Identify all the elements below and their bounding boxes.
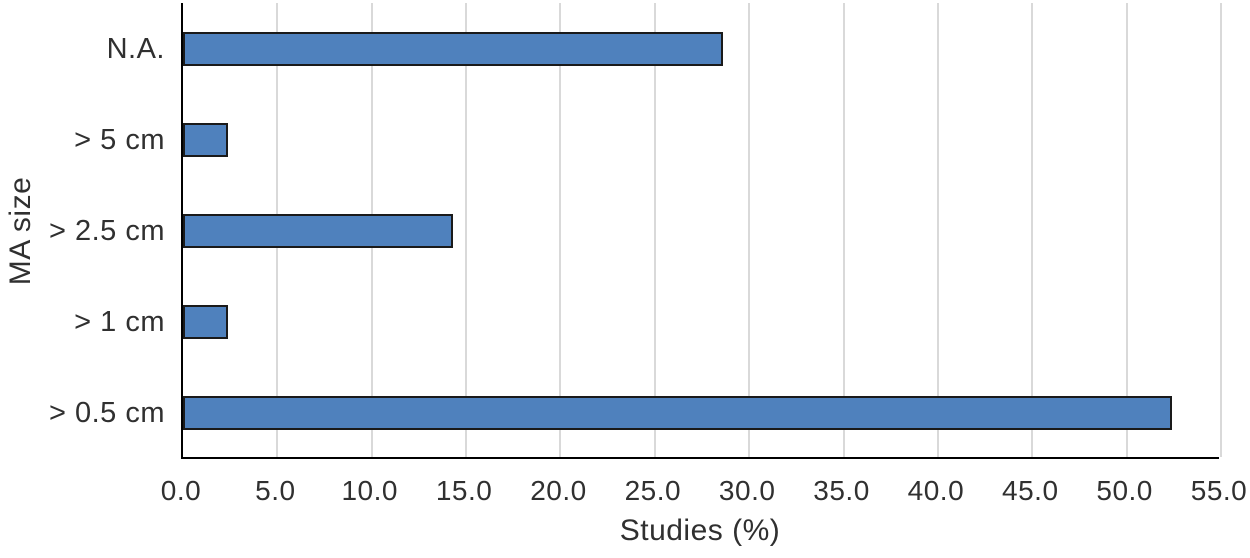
x-tick-label: 45.0 — [1002, 475, 1059, 506]
category-label: > 2.5 cm — [48, 215, 165, 247]
x-tick-label: 15.0 — [435, 475, 493, 506]
category-label: > 5 cm — [74, 123, 165, 156]
gridline — [748, 3, 751, 457]
x-tick-label: 5.0 — [255, 475, 296, 506]
gridline — [936, 3, 939, 457]
x-tick-label: 25.0 — [624, 475, 682, 506]
gridline — [1031, 3, 1034, 457]
bar--5-cm — [183, 122, 229, 157]
x-tick-label: 50.0 — [1096, 475, 1153, 506]
gridline — [1220, 3, 1222, 457]
category-label: > 1 cm — [74, 306, 165, 339]
category-label: > 0.5 cm — [48, 397, 165, 430]
gridline — [465, 3, 468, 457]
gridline — [653, 3, 656, 457]
bar-n.a. — [183, 31, 723, 66]
x-tick-label: 20.0 — [530, 475, 587, 506]
gridline — [842, 3, 845, 457]
x-tick-label: 35.0 — [813, 475, 870, 506]
gridline — [559, 3, 562, 457]
bar--1-cm — [183, 305, 229, 340]
x-axis-title: Studies (%) — [619, 514, 781, 547]
x-tick-label: 30.0 — [718, 475, 776, 506]
x-tick-label: 0.0 — [160, 475, 202, 506]
category-label: N.A. — [106, 32, 165, 65]
x-tick-label: 10.0 — [341, 475, 398, 506]
x-tick-label: 55.0 — [1190, 475, 1248, 506]
gridline — [1125, 3, 1128, 457]
x-tick-label: 40.0 — [907, 475, 965, 506]
plot-area — [181, 3, 1222, 459]
bar--2.5-cm — [183, 214, 453, 248]
bar--0.5-cm — [183, 396, 1172, 431]
